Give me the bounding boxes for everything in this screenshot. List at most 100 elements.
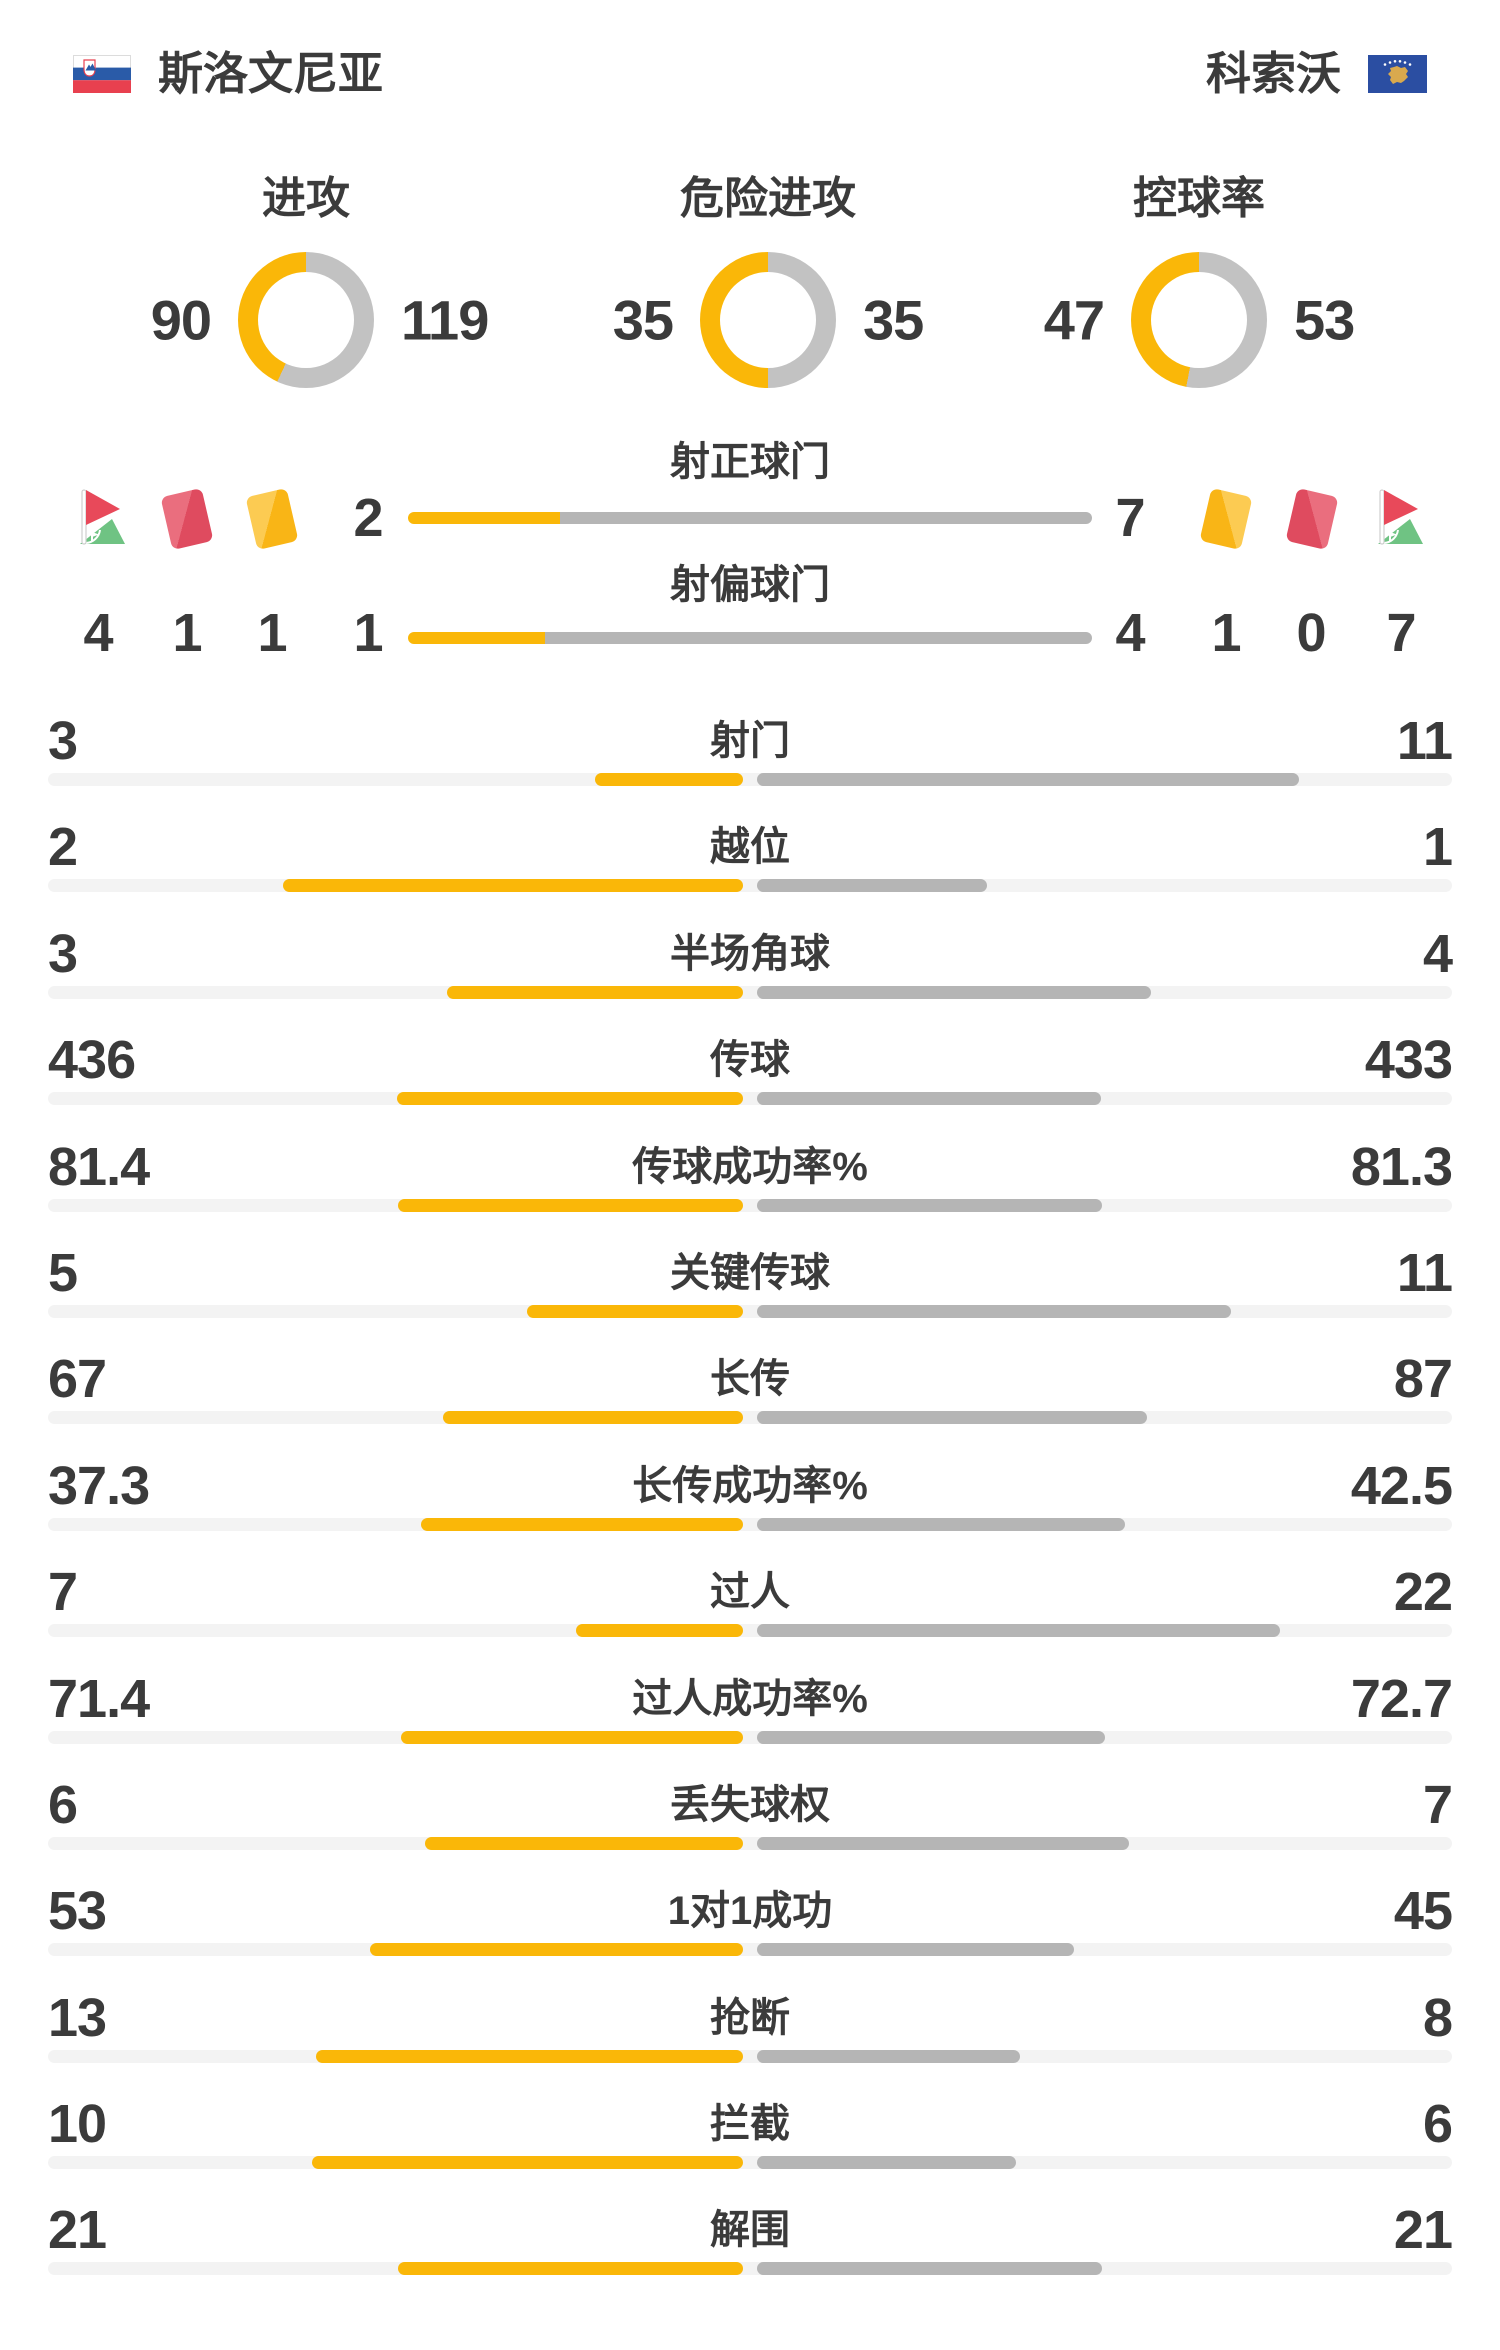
red-card-icon (1285, 487, 1339, 551)
stat-bar-home (401, 1730, 743, 1744)
stat-bar-away (757, 2156, 1016, 2170)
stat-bar-away (757, 1198, 1102, 1212)
home-red-cards-count: 1 (172, 603, 202, 663)
home-yellow-cards-count: 1 (257, 603, 287, 663)
stat-row-key-passes: 5 关键传球 11 (48, 1219, 1453, 1325)
stat-away-value: 72.7 (1350, 1668, 1453, 1729)
stat-label: 半场角球 (670, 931, 830, 976)
stat-bar-away (757, 985, 1152, 999)
away-red-cards-count: 0 (1296, 603, 1326, 663)
stat-bar-home (397, 1198, 743, 1212)
home-team: 斯洛文尼亚 (73, 48, 384, 99)
stat-away-value: 6 (1422, 2094, 1453, 2155)
donut-home-value: 35 (612, 288, 674, 352)
stat-home-value: 10 (48, 2094, 107, 2155)
stat-label: 射门 (710, 719, 790, 763)
stat-label: 传球成功率% (632, 1144, 868, 1189)
stat-label: 过人成功率% (632, 1676, 868, 1721)
stat-bar-track (48, 879, 1452, 893)
donut-away-value: 35 (863, 288, 924, 352)
away-team: 科索沃 (1206, 51, 1427, 96)
stat-row-offsides: 2 越位 1 (48, 793, 1453, 899)
stat-row-clearances: 21 解围 21 (48, 2176, 1453, 2282)
donut-home-value: 90 (150, 288, 212, 352)
stat-row-dribble-success: 71.4 过人成功率% 72.7 (48, 1645, 1453, 1751)
stat-bar-home (398, 2262, 743, 2276)
donut-group-attacks: 进攻 90 119 (0, 176, 616, 388)
stat-bar-track (48, 1304, 1452, 1318)
stat-bar-track (48, 1198, 1452, 1212)
stat-bar-home (396, 1092, 743, 1106)
shots-on-target-bar (408, 512, 1092, 524)
donut-chart-attacks (238, 252, 374, 388)
stat-bar-track (48, 985, 1452, 999)
stat-away-value: 8 (1422, 1987, 1453, 2048)
stat-bar-away (757, 879, 987, 893)
stat-row-possession-lost: 6 丢失球权 7 (48, 1751, 1453, 1857)
stat-home-value: 81.4 (48, 1136, 150, 1197)
donut-group-dangerous-attacks: 危险进攻 35 35 (458, 176, 1078, 388)
stat-row-dribbles: 7 过人 22 (48, 1538, 1453, 1644)
stat-bar-away (757, 1836, 1129, 1850)
stat-row-passes: 436 传球 433 (48, 1006, 1453, 1112)
stat-bar-home (369, 1943, 743, 1957)
stat-bar-track (48, 1411, 1452, 1425)
stat-away-value: 1 (1422, 817, 1453, 878)
stat-bar-home (576, 1624, 743, 1638)
donut-chart-possession (1131, 252, 1267, 388)
stat-away-value: 87 (1393, 1349, 1453, 1410)
stat-label: 传球 (710, 1038, 790, 1083)
stat-bar-track (48, 1730, 1452, 1744)
stat-away-value: 11 (1396, 711, 1453, 771)
stat-bar-track (48, 1517, 1452, 1531)
home-team-name: 斯洛文尼亚 (158, 48, 384, 99)
slovenia-flag-icon (73, 55, 131, 93)
stat-label: 长传成功率% (632, 1463, 868, 1508)
stat-label: 解围 (710, 2208, 790, 2253)
stat-home-value: 37.3 (48, 1455, 150, 1516)
donut-chart-dangerous-attacks (700, 252, 836, 388)
stat-bar-home (315, 2049, 743, 2063)
corner-flag-icon (80, 489, 125, 545)
stat-bar-track (48, 1624, 1452, 1638)
stat-home-value: 5 (48, 1242, 78, 1303)
match-header: 斯洛文尼亚 科索沃 (73, 48, 1427, 99)
stat-bar-away (757, 1730, 1106, 1744)
stat-label: 丢失球权 (670, 1782, 830, 1827)
stat-bar-track (48, 1836, 1452, 1850)
away-corners-count: 7 (1386, 603, 1416, 663)
shots-off-target-home-value: 1 (353, 603, 383, 663)
stat-bar-away (757, 1624, 1281, 1638)
away-yellow-cards-count: 1 (1211, 603, 1241, 663)
yellow-card-icon (1199, 487, 1253, 551)
stat-away-value: 433 (1364, 1030, 1453, 1091)
stat-bar-away (757, 2262, 1102, 2276)
corner-flag-icon (1378, 489, 1423, 545)
donut-group-possession: 控球率 47 53 (889, 176, 1500, 388)
stat-bar-track (48, 773, 1452, 786)
stat-row-shots: 3 射门 11 (48, 687, 1453, 793)
stat-bar-track (48, 1943, 1452, 1957)
stat-bar-away (757, 1092, 1101, 1106)
stat-away-value: 21 (1393, 2200, 1453, 2261)
shots-on-target-away-value: 7 (1115, 488, 1145, 548)
stat-row-long-balls: 67 长传 87 (48, 1325, 1453, 1431)
stat-row-long-ball-accuracy: 37.3 长传成功率% 42.5 (48, 1432, 1453, 1538)
stat-home-value: 3 (48, 923, 78, 984)
stat-bar-away (757, 773, 1300, 786)
stat-bar-home (283, 879, 743, 893)
stat-bar-track (48, 2049, 1452, 2063)
shots-on-target-title: 射正球门 (670, 440, 830, 484)
stat-home-value: 13 (48, 1987, 107, 2048)
stat-away-value: 81.3 (1350, 1136, 1453, 1197)
stat-home-value: 67 (48, 1349, 107, 1410)
stat-row-duels-won: 53 1对1成功 45 (48, 1857, 1453, 1963)
stat-bar-away (757, 2049, 1020, 2063)
stat-home-value: 7 (48, 1562, 78, 1623)
kosovo-flag-icon (1368, 55, 1427, 93)
donut-away-value: 53 (1294, 288, 1355, 352)
stat-bar-away (757, 1304, 1232, 1318)
stat-home-value: 6 (48, 1774, 78, 1835)
stat-label: 长传 (710, 1357, 790, 1402)
donut-title: 危险进攻 (680, 174, 856, 223)
